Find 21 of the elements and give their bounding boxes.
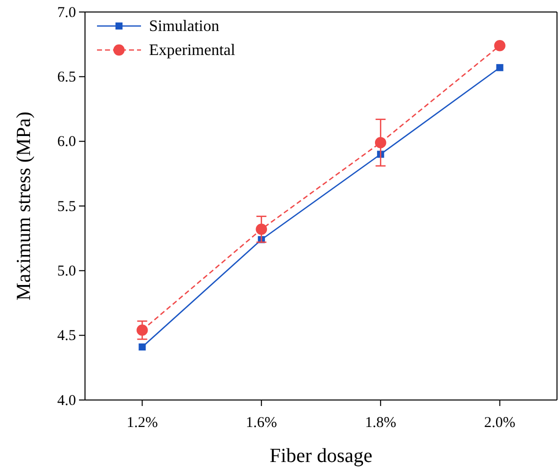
x-tick-label: 1.6%	[246, 415, 278, 431]
point	[136, 324, 148, 336]
y-axis-title: Maximum stress (MPa)	[13, 112, 35, 300]
point	[494, 40, 506, 52]
x-tick-label: 2.0%	[484, 415, 516, 431]
x-tick-label: 1.8%	[364, 415, 396, 431]
y-tick-label: 5.0	[57, 263, 76, 280]
y-tick-label: 4.0	[57, 392, 76, 409]
legend-label: Simulation	[149, 18, 220, 35]
point	[496, 64, 504, 72]
point	[374, 136, 386, 148]
y-tick-label: 7.0	[57, 4, 76, 21]
x-tick-label: 1.2%	[126, 415, 158, 431]
y-tick-label: 6.5	[57, 69, 76, 86]
point	[256, 224, 268, 235]
y-tick-label: 4.5	[57, 328, 76, 344]
point	[138, 343, 146, 351]
x-axis-title: Fiber dosage	[270, 445, 372, 467]
y-tick-label: 6.0	[57, 134, 76, 150]
y-tick-label: 5.5	[57, 198, 76, 215]
legend-label: Experimental	[149, 42, 236, 59]
